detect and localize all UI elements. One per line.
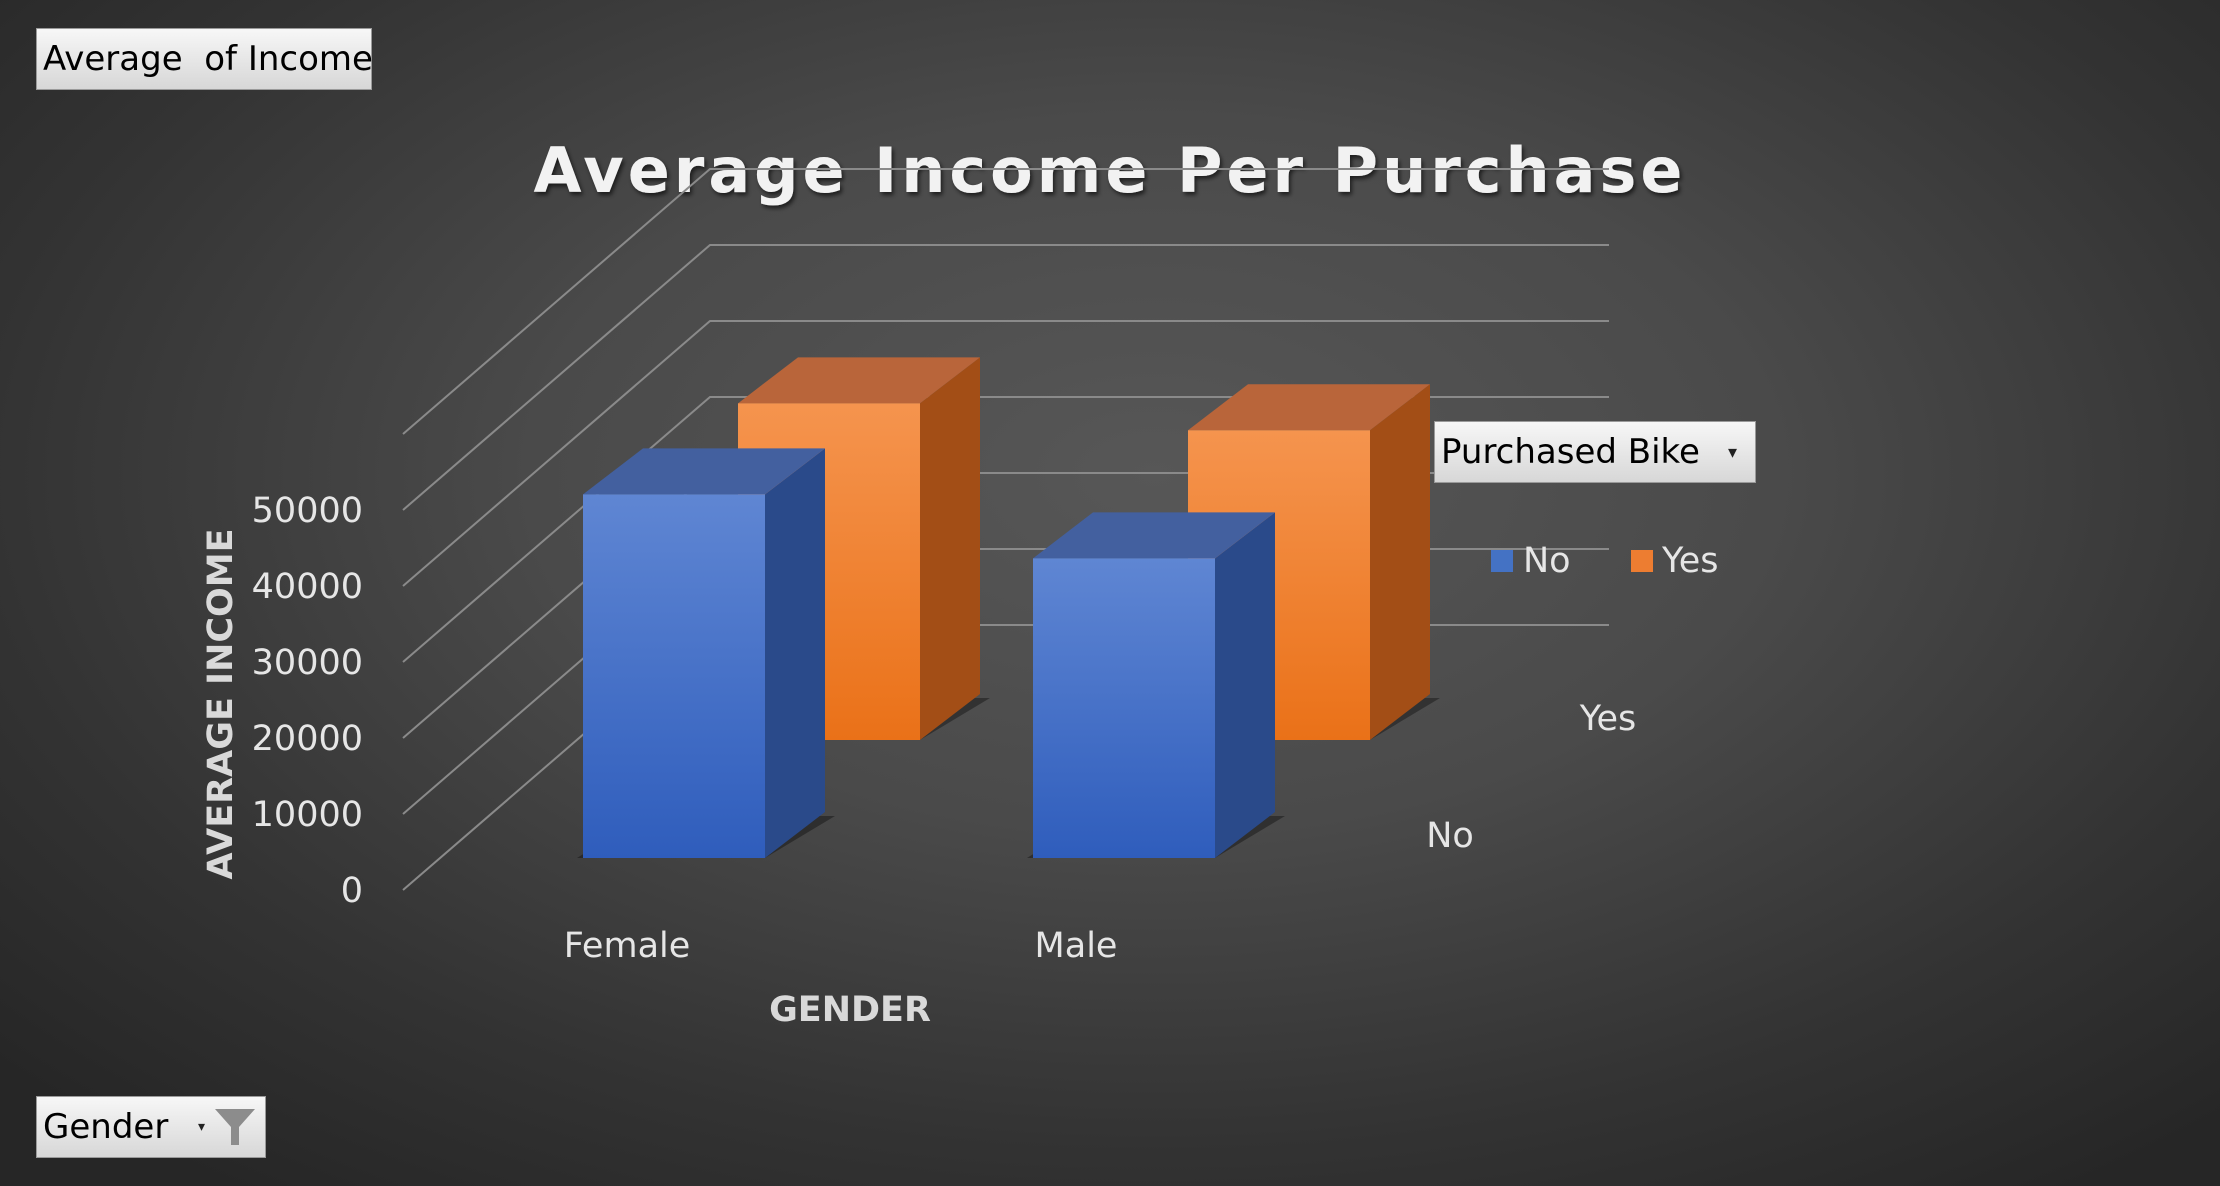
y-axis-ticks: 0 10000 20000 30000 40000 50000 xyxy=(252,491,363,911)
funnel-icon[interactable] xyxy=(213,1107,257,1147)
gridline xyxy=(402,320,1609,587)
x-tick-label-female: Female xyxy=(564,926,691,966)
y-tick-label: 30000 xyxy=(252,643,363,683)
depth-label-no: No xyxy=(1426,816,1474,856)
gridline xyxy=(402,244,1609,511)
bars xyxy=(577,357,1440,858)
value-field-button[interactable]: Average of Income xyxy=(36,28,373,90)
x-tick-label-male: Male xyxy=(1035,926,1118,966)
y-axis-title: AVERAGE INCOME xyxy=(201,528,241,879)
bar-no-female xyxy=(577,448,835,858)
gridline xyxy=(402,168,1609,435)
y-tick-label: 40000 xyxy=(252,567,363,607)
x-axis-title: GENDER xyxy=(769,990,931,1030)
chart-title: Average Income Per Purchase xyxy=(534,134,1687,207)
legend-field-button[interactable]: Purchased Bike ▾ xyxy=(1434,421,1756,483)
legend-field-label: Purchased Bike xyxy=(1441,432,1700,472)
chevron-down-icon[interactable]: ▾ xyxy=(1727,441,1737,463)
y-tick-label: 20000 xyxy=(252,719,363,759)
legend-swatch-no xyxy=(1491,550,1513,572)
axis-field-label: Gender xyxy=(43,1107,169,1147)
legend-swatch-yes xyxy=(1631,550,1653,572)
chevron-down-icon[interactable]: ▾ xyxy=(197,1119,205,1135)
bar-no-male xyxy=(1027,512,1285,858)
value-field-label: Average of Income xyxy=(43,39,373,79)
axis-field-button[interactable]: Gender ▾ xyxy=(36,1096,266,1158)
y-tick-label: 0 xyxy=(341,871,363,911)
legend-label-yes: Yes xyxy=(1661,541,1719,581)
legend: No Yes xyxy=(1491,541,1719,581)
legend-label-no: No xyxy=(1523,541,1571,581)
y-tick-label: 50000 xyxy=(252,491,363,531)
depth-label-yes: Yes xyxy=(1579,699,1637,739)
y-tick-label: 10000 xyxy=(252,795,363,835)
